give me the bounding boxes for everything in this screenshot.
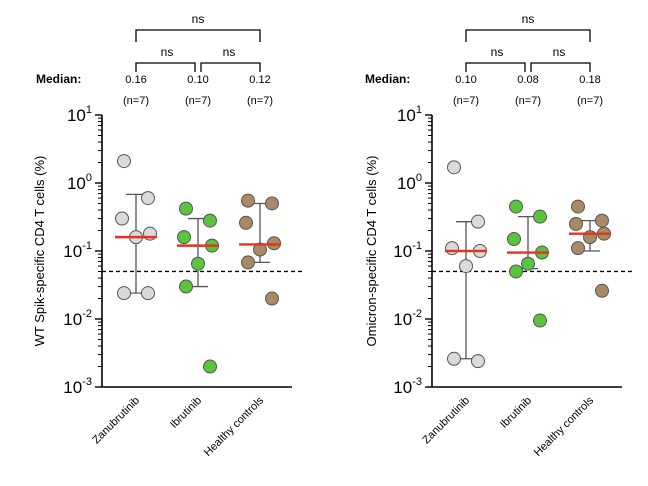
comparison-bracket xyxy=(530,62,591,72)
data-point xyxy=(595,213,609,228)
data-point xyxy=(569,216,583,231)
data-point xyxy=(533,313,547,328)
y-tick-label: 10-1 xyxy=(63,240,92,261)
data-point xyxy=(521,256,535,271)
median-value: 0.16 xyxy=(125,74,146,86)
y-axis-label: Omicron-specific CD4 T cells (%) xyxy=(364,156,379,347)
data-point xyxy=(533,209,547,224)
category-label: Ibrutinib xyxy=(168,395,204,431)
category-label: Healthy controls xyxy=(202,394,267,459)
data-point xyxy=(595,283,609,298)
data-point xyxy=(445,241,459,256)
data-point xyxy=(115,211,129,226)
data-point xyxy=(141,191,155,206)
category-label: Zanubrutinib xyxy=(90,395,142,447)
data-point xyxy=(241,193,255,208)
y-tick-label: 101 xyxy=(397,104,422,125)
data-point xyxy=(447,351,461,366)
y-tick-label: 10-2 xyxy=(63,308,92,329)
chart-panel-2: 101 100 10-1 10-2 10-3 Omicron-specific CD4 T… xyxy=(364,12,632,459)
y-tick-label: 10-3 xyxy=(393,376,422,397)
median-title: Median: xyxy=(36,72,81,86)
data-point xyxy=(471,354,485,369)
data-point xyxy=(179,279,193,294)
group-ibrutinib: Ibrutinib 0.10 (n=7) xyxy=(168,74,219,431)
median-value: 0.18 xyxy=(579,74,600,86)
y-tick-label: 101 xyxy=(67,104,92,125)
category-label: Zanubrutinib xyxy=(420,395,472,447)
data-point xyxy=(179,201,193,216)
significance-label: ns xyxy=(522,12,535,26)
significance-label: ns xyxy=(491,45,504,59)
y-axis-label: WT Spik-specific CD4 T cells (%) xyxy=(32,156,47,347)
n-label: (n=7) xyxy=(577,95,603,107)
median-value: 0.12 xyxy=(249,74,270,86)
y-tick-label: 10-3 xyxy=(63,376,92,397)
data-point xyxy=(265,291,279,306)
y-tick-label: 10-1 xyxy=(393,240,422,261)
data-point xyxy=(507,232,521,247)
n-label: (n=7) xyxy=(515,95,541,107)
data-point xyxy=(265,196,279,211)
data-point xyxy=(191,256,205,271)
comparison-bracket xyxy=(135,29,261,42)
significance-label: ns xyxy=(223,45,236,59)
data-point xyxy=(447,160,461,175)
significance-label: ns xyxy=(161,45,174,59)
comparison-bracket xyxy=(135,62,196,72)
significance-label: ns xyxy=(192,12,205,26)
chart-panel-1: 101 100 10-1 10-2 10-3 WT Spik-specific CD4 T… xyxy=(32,12,302,459)
median-value: 0.08 xyxy=(517,74,538,86)
comparison-bracket xyxy=(200,62,261,72)
category-label: Healthy controls xyxy=(532,394,597,459)
data-point xyxy=(253,242,267,257)
data-point xyxy=(177,230,191,245)
median-value: 0.10 xyxy=(187,74,208,86)
data-point xyxy=(203,359,217,374)
data-point xyxy=(471,214,485,229)
group-healthy-controls: Healthy controls 0.18 (n=7) xyxy=(532,74,611,459)
data-point xyxy=(459,259,473,274)
comparison-bracket xyxy=(465,29,591,42)
data-point xyxy=(117,286,131,301)
group-healthy-controls: Healthy controls 0.12 (n=7) xyxy=(202,74,281,459)
data-point xyxy=(203,213,217,228)
n-label: (n=7) xyxy=(247,95,273,107)
data-point xyxy=(117,154,131,169)
data-point xyxy=(571,199,585,214)
data-point xyxy=(241,255,255,270)
n-label: (n=7) xyxy=(185,95,211,107)
group-ibrutinib: Ibrutinib 0.08 (n=7) xyxy=(498,74,549,431)
data-point xyxy=(509,199,523,214)
data-point xyxy=(509,264,523,279)
y-tick-label: 100 xyxy=(67,172,92,193)
comparison-bracket xyxy=(465,62,526,72)
data-point xyxy=(239,215,253,230)
median-value: 0.10 xyxy=(455,74,476,86)
significance-label: ns xyxy=(553,45,566,59)
n-label: (n=7) xyxy=(123,95,149,107)
median-title: Median: xyxy=(365,72,410,86)
n-label: (n=7) xyxy=(453,95,479,107)
y-tick-label: 10-2 xyxy=(393,308,422,329)
data-point xyxy=(141,286,155,301)
data-point xyxy=(571,241,585,256)
category-label: Ibrutinib xyxy=(498,395,534,431)
y-tick-label: 100 xyxy=(397,172,422,193)
